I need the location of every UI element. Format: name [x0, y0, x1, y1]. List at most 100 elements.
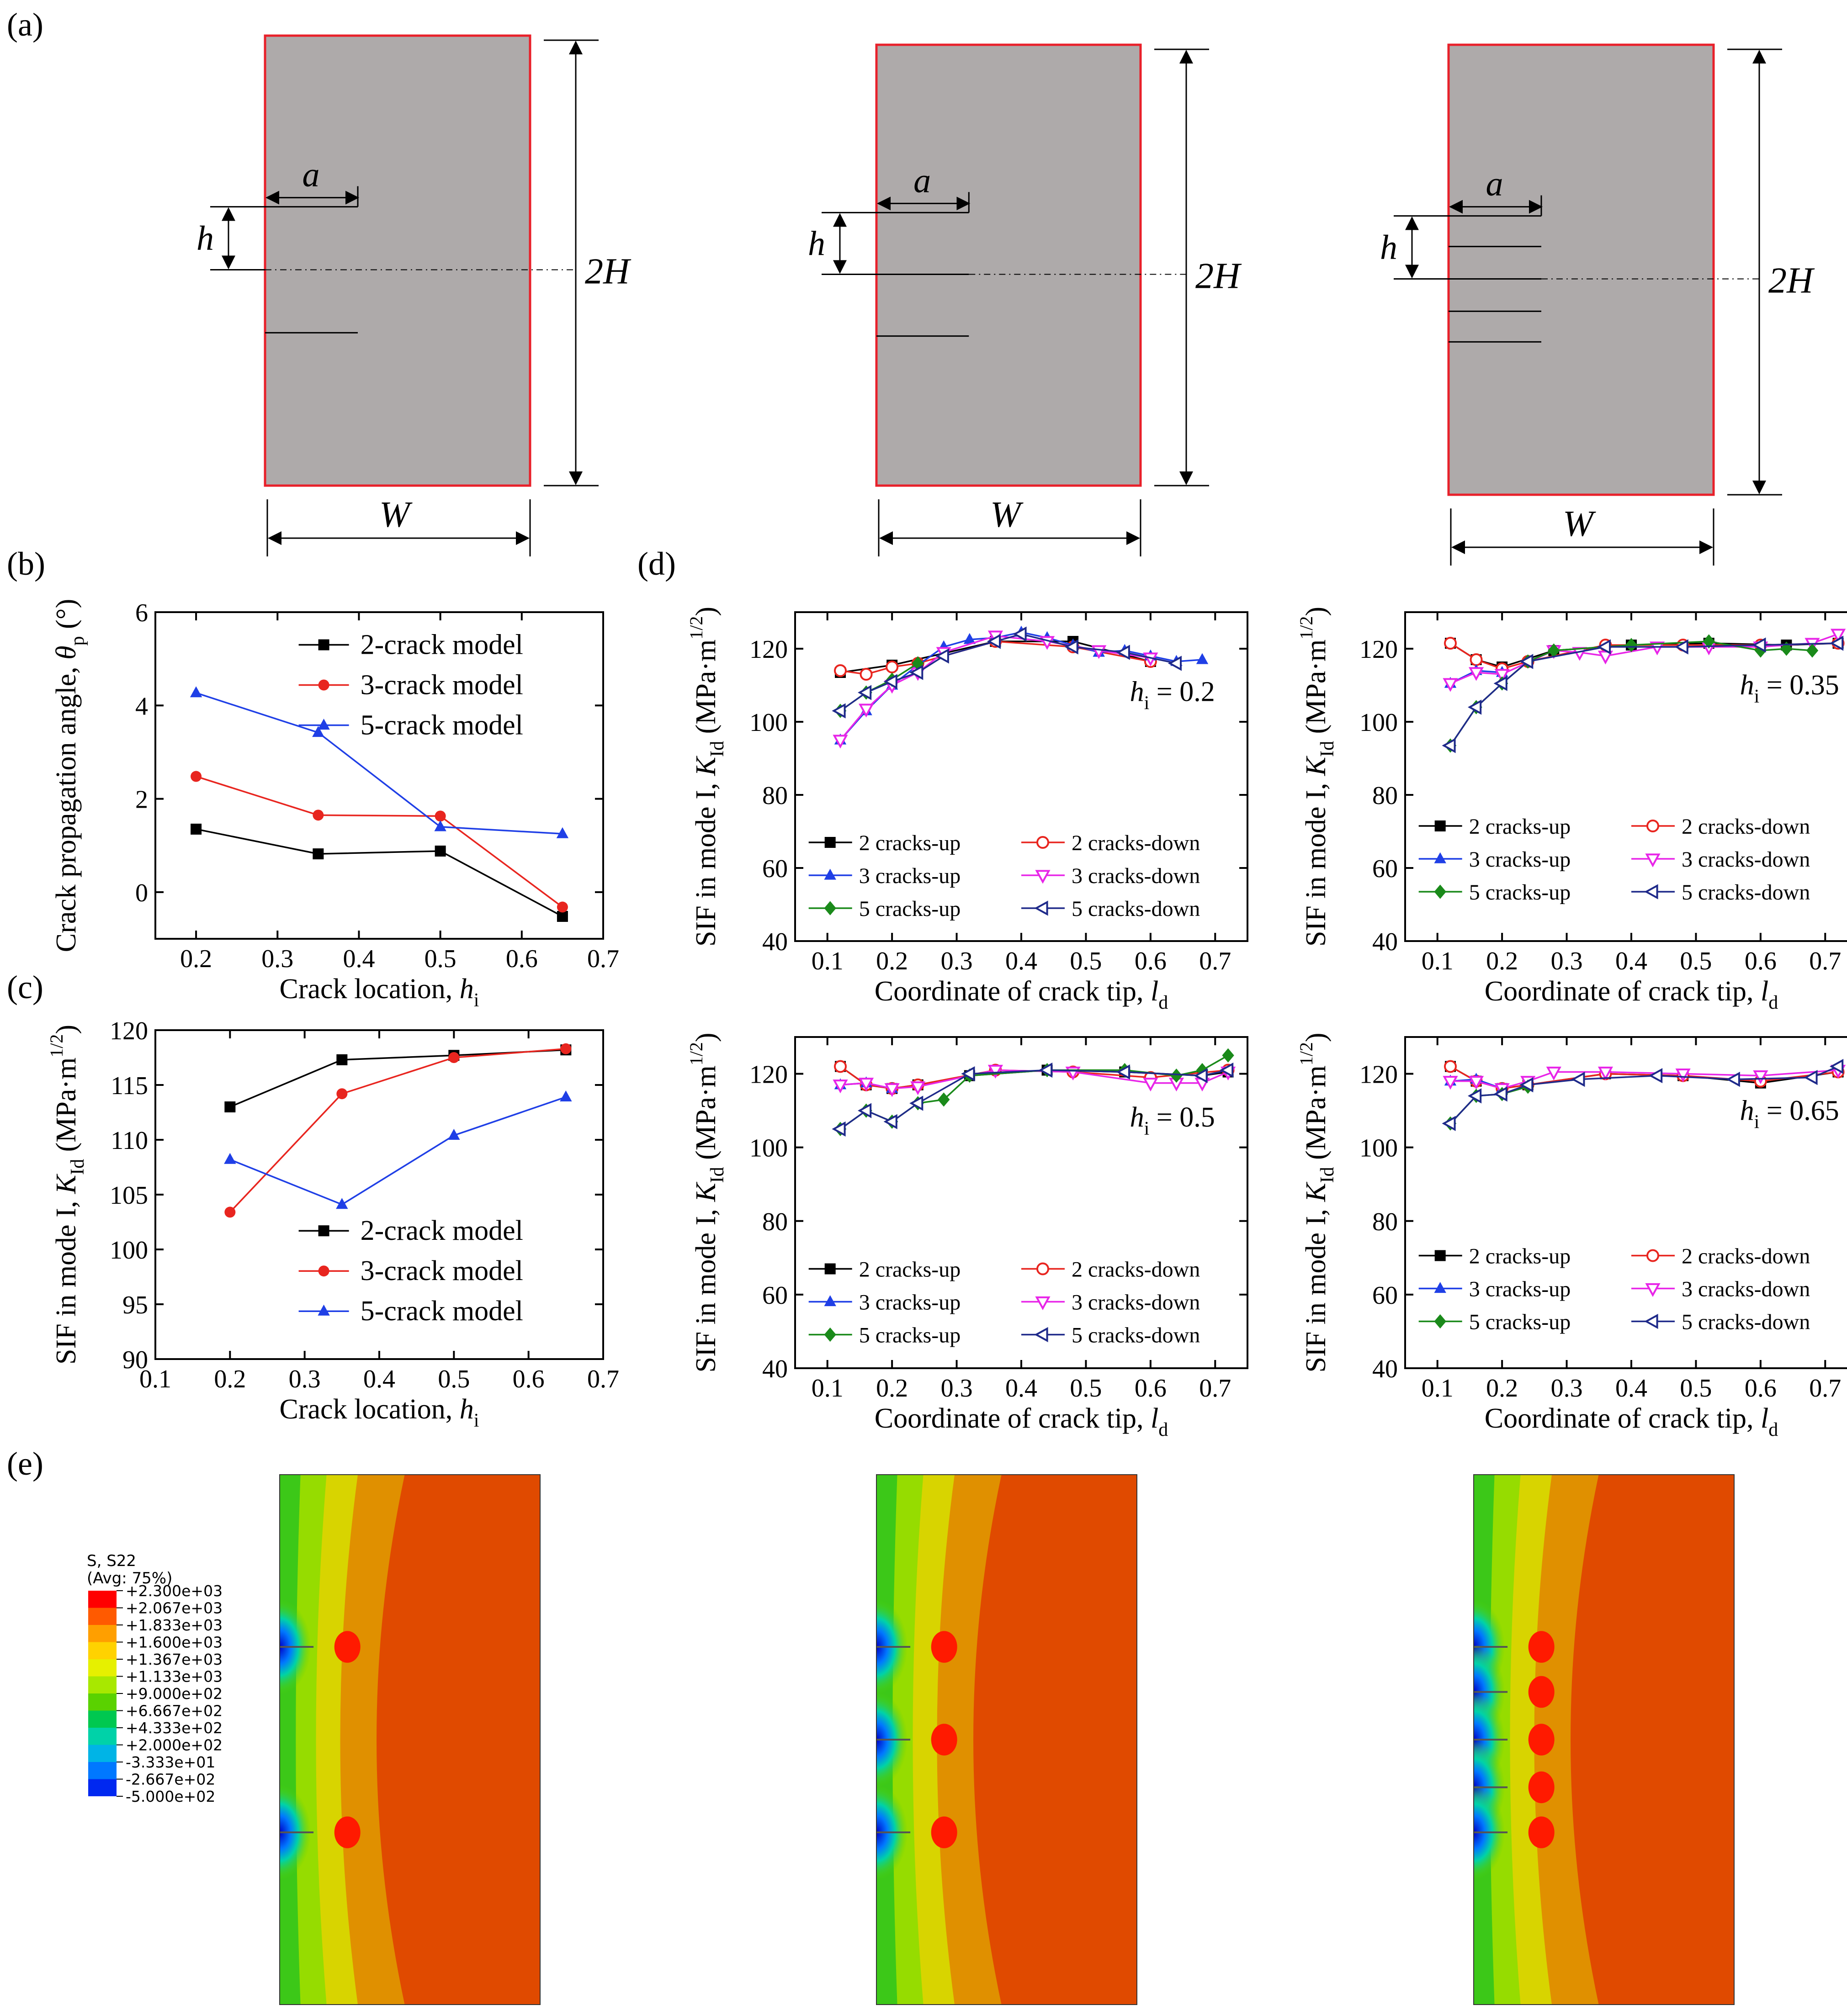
data-point — [935, 648, 949, 664]
x-tick-label: 0.4 — [343, 945, 375, 973]
legend-swatch — [88, 1625, 117, 1642]
data-point — [961, 1066, 975, 1082]
data-point — [1036, 836, 1049, 849]
contour-plate-5-crack — [1473, 1474, 1735, 2005]
y-tick-label: 40 — [762, 928, 788, 956]
x-axis-label: Coordinate of crack tip, ld — [875, 1403, 1168, 1440]
data-point — [834, 1060, 847, 1073]
plate-outline — [876, 1474, 1137, 2005]
dim-h-label: h — [196, 219, 214, 258]
data-point — [1646, 820, 1659, 832]
x-tick-label: 0.2 — [180, 945, 212, 973]
data-point — [1649, 641, 1665, 656]
legend-label: 5-crack model — [361, 710, 523, 741]
legend-level-label: -2.667e+02 — [126, 1771, 215, 1788]
data-point — [858, 704, 874, 718]
y-tick-label: 40 — [1372, 1355, 1398, 1383]
data-point — [224, 1153, 236, 1164]
dim-W-label: W — [379, 495, 413, 535]
x-tick-label: 0.4 — [1005, 1374, 1037, 1402]
dim-a-label: a — [303, 156, 320, 194]
data-point — [1434, 1282, 1446, 1293]
legend: 2 cracks-up 2 cracks-down 3 cracks-up 3 cra… — [1418, 1244, 1810, 1334]
data-point — [824, 1295, 836, 1307]
plate — [875, 43, 1142, 487]
data-point — [1116, 1064, 1130, 1080]
legend-label: 3 cracks-up — [1469, 847, 1571, 872]
y-tick-label: 120 — [110, 1017, 148, 1045]
series-line — [229, 1096, 566, 1206]
legend-swatch — [88, 1659, 117, 1677]
legend-swatch — [88, 1745, 117, 1762]
crack-tip-tension — [1528, 1631, 1555, 1663]
series-line — [196, 828, 563, 917]
series-2-crack-model — [224, 1044, 572, 1112]
x-tick-label: 0.3 — [941, 947, 973, 975]
schematic-2-crack: h a 2H W — [196, 34, 632, 556]
data-point — [1168, 656, 1182, 671]
crack-tip-tension — [334, 1816, 361, 1848]
data-point — [824, 868, 836, 880]
data-point — [1703, 634, 1715, 649]
legend-level-label: -3.333e+01 — [126, 1753, 215, 1771]
panel-label-a: (a) — [7, 6, 43, 43]
data-point — [224, 1101, 236, 1112]
chart-d-hi-0.2: 0.1 0.2 0.3 0.4 0.5 0.6 0.7 40 60 80 100 120 Coordin… — [686, 607, 1248, 1013]
legend-level-label: +4.333e+02 — [126, 1719, 223, 1737]
x-tick-label: 0.7 — [1199, 1374, 1231, 1402]
legend-level-label: +1.833e+03 — [126, 1616, 223, 1634]
contour-field — [280, 1475, 540, 2005]
legend-label: 2 cracks-down — [1682, 815, 1810, 839]
y-tick-label: 40 — [762, 1355, 788, 1383]
data-point — [1494, 669, 1510, 683]
y-axis-label: Crack propagation angle, θp (°) — [51, 599, 88, 952]
y-tick-label: 120 — [1359, 635, 1398, 664]
data-point — [1546, 1066, 1561, 1081]
series-5-crack-model — [190, 686, 569, 838]
contour-plate-3-crack — [876, 1474, 1137, 2005]
data-point — [1196, 1063, 1209, 1078]
x-tick-label: 0.7 — [1809, 947, 1841, 975]
data-point — [1434, 1314, 1446, 1329]
y-tick-label: 120 — [1359, 1061, 1398, 1089]
data-point — [1644, 1313, 1658, 1329]
data-point — [833, 1079, 848, 1094]
x-axis-label: Crack location, hi — [280, 1394, 479, 1431]
y-tick-label: 80 — [762, 1208, 788, 1236]
x-tick-label: 0.2 — [214, 1365, 246, 1393]
x-tick-label: 0.5 — [1070, 1374, 1102, 1402]
chart-b-propagation-angle: 0.2 0.3 0.4 0.5 0.6 0.7 0 2 4 6 Crack location, hi… — [51, 599, 619, 1011]
x-tick-label: 0.3 — [261, 945, 293, 973]
dim-h-label: h — [1380, 228, 1397, 267]
crack-tip-tension — [931, 1724, 957, 1756]
x-tick-label: 0.5 — [1070, 947, 1102, 975]
data-point — [987, 634, 1001, 649]
legend-swatch — [88, 1693, 117, 1711]
data-point — [1013, 626, 1027, 642]
x-tick-label: 0.6 — [1135, 1374, 1167, 1402]
data-point — [190, 686, 202, 698]
data-point — [1035, 870, 1051, 884]
series-3-crack-model — [224, 1043, 572, 1218]
y-tick-label: 80 — [1372, 1208, 1398, 1236]
legend-label: 5 cracks-up — [859, 1323, 961, 1348]
schematic-3-crack: h a 2H W — [808, 43, 1242, 556]
dim-a-label: a — [913, 161, 931, 200]
y-axis-label: SIF in mode I, KId (MPa·m1/2) — [1296, 1032, 1338, 1372]
y-tick-label: 2 — [135, 786, 148, 814]
data-point — [1645, 1283, 1661, 1297]
chart-d-hi-0.65: 0.1 0.2 0.3 0.4 0.5 0.6 0.7 40 60 80 100 120 Coordin… — [1296, 1032, 1847, 1440]
y-tick-label: 80 — [1372, 782, 1398, 810]
data-point — [883, 1114, 897, 1129]
y-tick-label: 60 — [1372, 1281, 1398, 1310]
y-tick-label: 6 — [135, 599, 148, 627]
x-tick-label: 0.7 — [587, 945, 619, 973]
data-point — [191, 771, 202, 782]
series-line — [196, 692, 563, 835]
data-point — [1143, 1078, 1158, 1092]
y-axis-label: SIF in mode I, KId (MPa·m1/2) — [1296, 607, 1338, 947]
dim-W-label: W — [1563, 504, 1596, 544]
panel-label-b: (b) — [7, 545, 45, 582]
data-point — [883, 674, 897, 689]
legend-level-label: +2.067e+03 — [126, 1599, 223, 1617]
